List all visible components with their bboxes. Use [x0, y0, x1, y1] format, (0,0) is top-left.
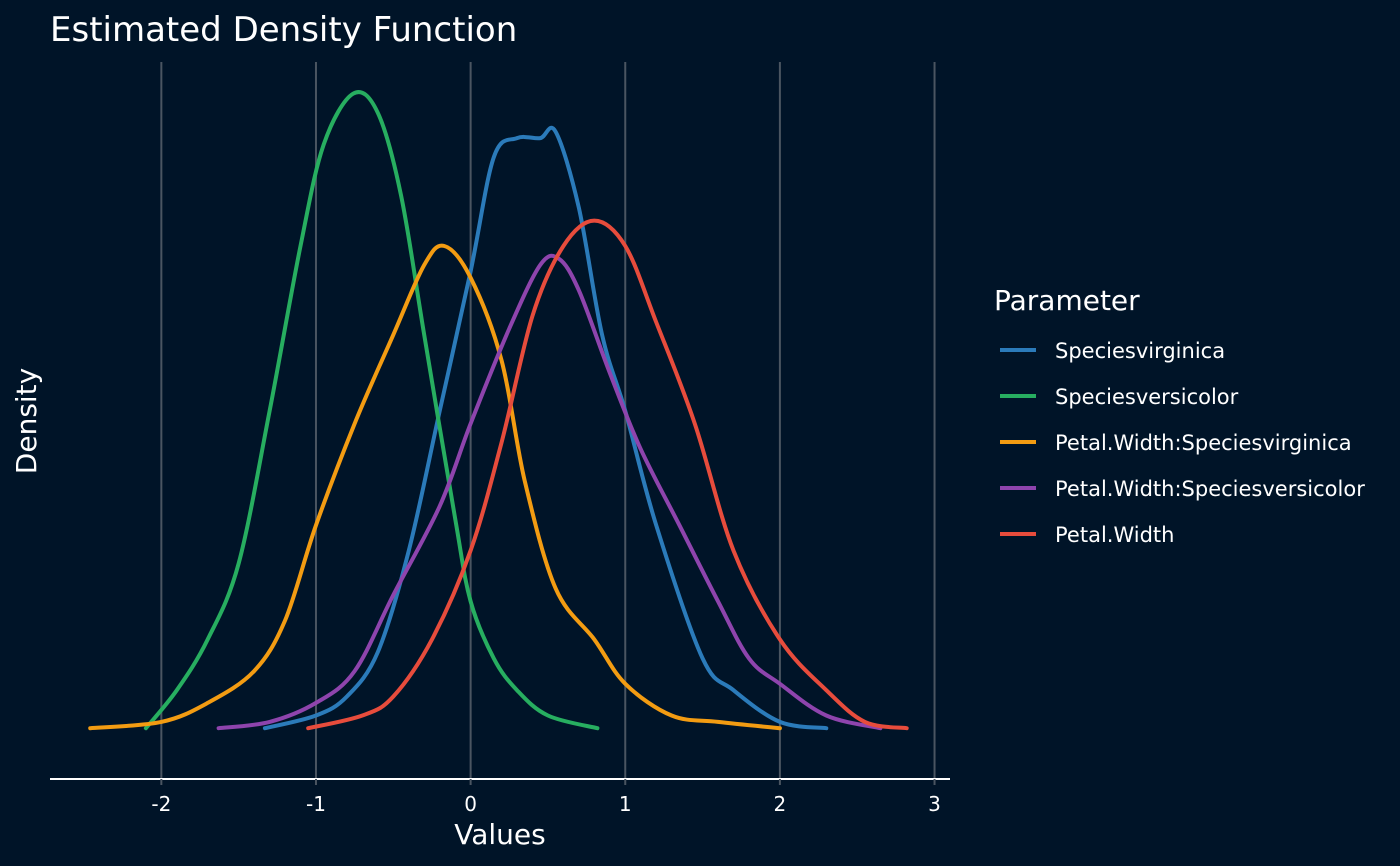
legend-label-0: Speciesvirginica [1055, 339, 1225, 363]
x-tick-label-2: 0 [464, 792, 477, 816]
x-tick-labels: -2 -1 0 1 2 3 [151, 779, 941, 816]
x-tick-label-0: -2 [151, 792, 171, 816]
x-tick-label-3: 1 [619, 792, 632, 816]
series-line-0 [262, 125, 829, 731]
series-line-1 [143, 90, 600, 731]
legend-label-1: Speciesversicolor [1055, 385, 1239, 409]
legend-label-3: Petal.Width:Speciesversicolor [1055, 477, 1365, 501]
legend: Parameter Speciesvirginica Speciesversico… [994, 284, 1365, 547]
series-line-3 [216, 253, 883, 731]
x-tick-label-5: 3 [928, 792, 941, 816]
x-tick-label-4: 2 [774, 792, 787, 816]
legend-items: Speciesvirginica Speciesversicolor Petal.W… [1000, 339, 1365, 547]
y-axis-title: Density [10, 368, 43, 474]
series-line-2 [88, 243, 782, 731]
legend-label-4: Petal.Width [1055, 523, 1174, 547]
legend-title: Parameter [994, 284, 1140, 317]
series-lines [88, 90, 909, 731]
x-tick-label-1: -1 [306, 792, 326, 816]
chart-title: Estimated Density Function [50, 10, 517, 50]
x-axis-title: Values [454, 818, 545, 851]
series-line-4 [306, 218, 909, 731]
legend-label-2: Petal.Width:Speciesvirginica [1055, 431, 1352, 455]
